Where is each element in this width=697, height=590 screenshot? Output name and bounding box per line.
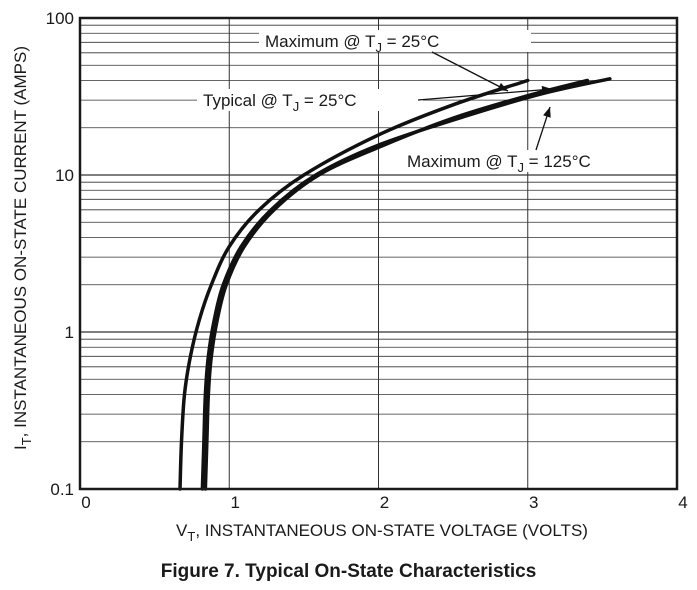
annotation-maximum-125c-arrowhead bbox=[543, 107, 551, 118]
x-tick-label: 3 bbox=[529, 493, 538, 512]
annotation-maximum-125c-backdrop bbox=[401, 150, 663, 172]
annotation-maximum-125c-label: Maximum @ TJ = 125°C bbox=[407, 152, 591, 175]
x-axis-label: VT, INSTANTANEOUS ON-STATE VOLTAGE (VOLT… bbox=[176, 521, 588, 544]
tick-labels: 0 1 2 3 4 0.1 1 10 100 bbox=[46, 9, 688, 512]
annotation-maximum-25c-label: Maximum @ TJ = 25°C bbox=[265, 32, 439, 55]
annotation-maximum-25c-arrowhead bbox=[497, 82, 508, 91]
grid bbox=[80, 18, 677, 489]
y-tick-label: 100 bbox=[46, 9, 74, 28]
y-axis-label: IT, INSTANTANEOUS ON-STATE CURRENT (AMPS… bbox=[11, 46, 34, 450]
series-group bbox=[178, 77, 612, 491]
plot-frame bbox=[78, 16, 679, 491]
annotation-typical-25c-arrowhead bbox=[541, 85, 552, 94]
annotation-maximum-25c-backdrop bbox=[259, 30, 531, 52]
annotation-typical-25c-label: Typical @ TJ = 25°C bbox=[203, 91, 357, 114]
x-tick-label: 2 bbox=[380, 493, 389, 512]
figure-caption: Figure 7. Typical On-State Characteristi… bbox=[160, 561, 537, 582]
annotation-maximum-25c-leader bbox=[431, 51, 509, 92]
series-line-maximum-125c bbox=[200, 77, 612, 491]
y-tick-label: 1 bbox=[65, 323, 74, 342]
annotations: Maximum @ TJ = 25°C Typical @ TJ = 25°C Ma… bbox=[197, 30, 663, 175]
x-tick-label: 4 bbox=[678, 493, 687, 512]
annotation-typical-25c-backdrop bbox=[197, 89, 423, 111]
series-line-typical-25c bbox=[178, 78, 530, 491]
annotation-typical-25c-leader bbox=[417, 88, 553, 101]
x-tick-label: 0 bbox=[81, 493, 90, 512]
x-tick-label: 1 bbox=[231, 493, 240, 512]
y-tick-label: 10 bbox=[55, 166, 74, 185]
y-tick-label: 0.1 bbox=[50, 480, 74, 499]
